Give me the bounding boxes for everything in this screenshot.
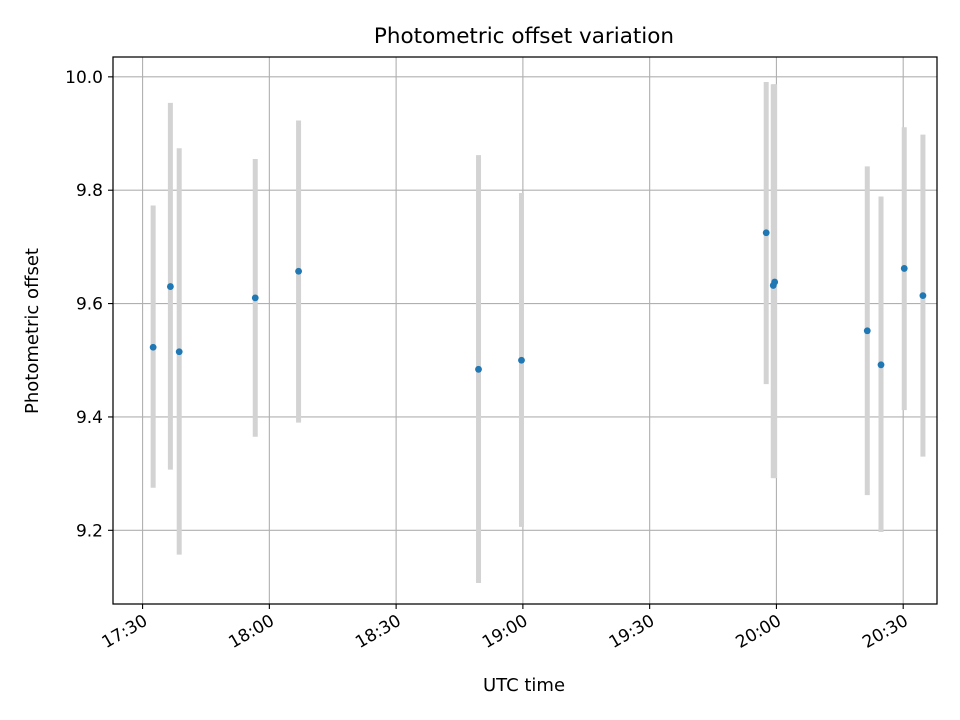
- data-point: [900, 265, 908, 272]
- data-point: [877, 361, 885, 369]
- data-point: [251, 294, 259, 302]
- data-point: [149, 343, 157, 351]
- x-axis-label: UTC time: [483, 675, 565, 696]
- data-point: [475, 365, 482, 373]
- y-tick-label: 9.4: [76, 408, 103, 428]
- data-point: [295, 267, 302, 275]
- data-point: [771, 278, 779, 286]
- data-point: [518, 356, 525, 364]
- plot-frame: [112, 56, 938, 605]
- y-tick-label: 10.0: [65, 68, 103, 88]
- data-point: [863, 327, 871, 335]
- chart-title: Photometric offset variation: [374, 24, 674, 49]
- data-point: [762, 229, 770, 237]
- y-tick-label: 9.6: [76, 295, 103, 315]
- y-tick-label: 9.8: [76, 181, 103, 201]
- y-axis-label: Photometric offset: [22, 248, 43, 414]
- data-point: [175, 348, 183, 356]
- data-point: [166, 283, 174, 290]
- y-tick-label: 9.2: [76, 521, 103, 541]
- data-points: [149, 229, 927, 373]
- grid: [113, 57, 937, 604]
- data-point: [919, 292, 927, 300]
